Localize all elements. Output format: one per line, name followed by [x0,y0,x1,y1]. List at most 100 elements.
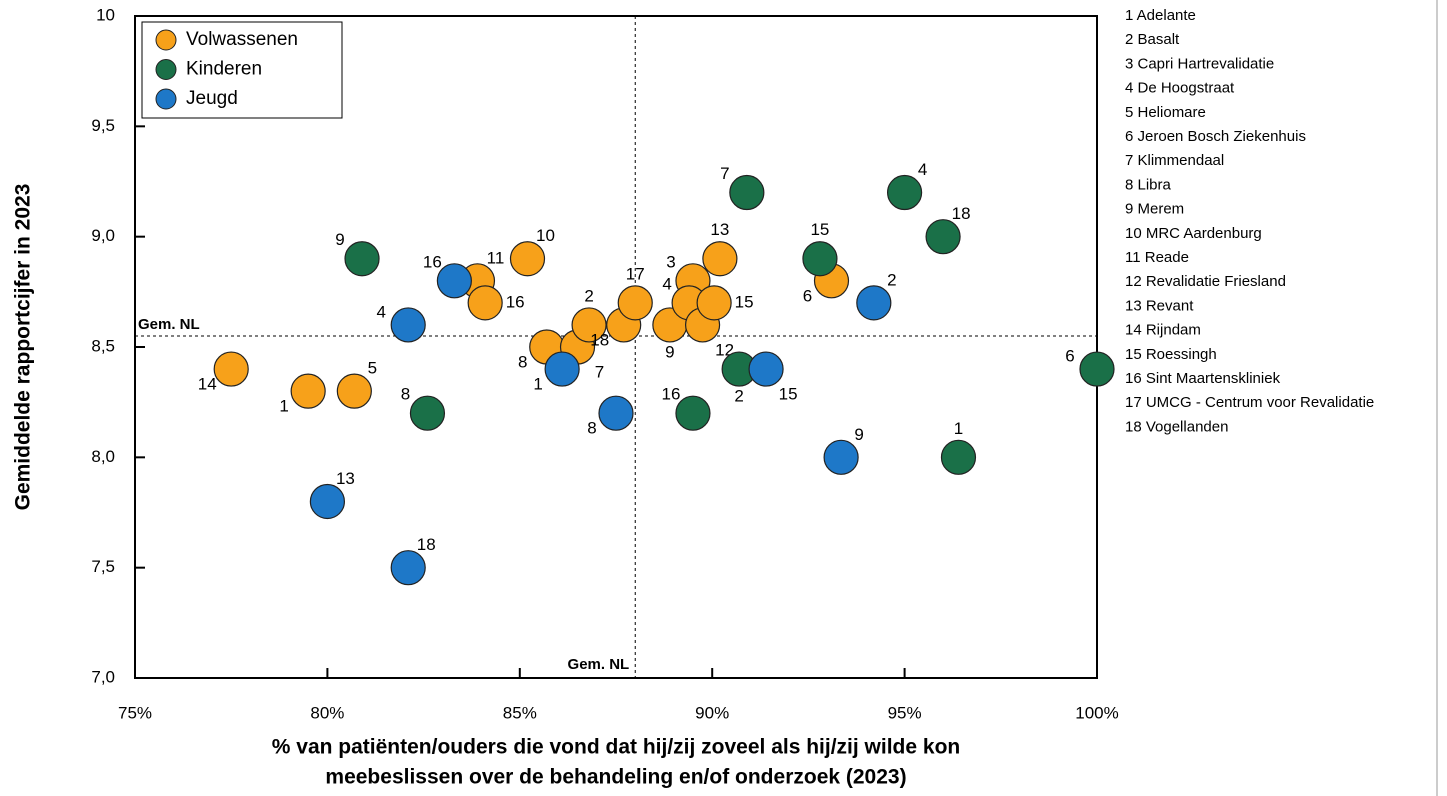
point-label: 5 [368,359,377,378]
name-entry: 5 Heliomare [1125,104,1206,121]
point [823,439,859,475]
point-label: 9 [335,230,344,249]
y-tick-label: 7,0 [91,667,115,686]
point-label: 9 [854,425,863,444]
legend-marker [155,88,177,110]
x-tick-label: 75% [118,703,152,722]
point [1079,351,1115,387]
point [856,285,892,321]
point-label: 15 [810,220,829,239]
point-label: 3 [666,252,675,271]
point [409,395,446,431]
x-tick-label: 80% [310,703,344,722]
point-label: 8 [401,385,410,404]
name-entry: 12 Revalidatie Friesland [1125,273,1286,290]
point-label: 15 [779,385,798,404]
point-label: 18 [417,535,436,554]
y-tick-label: 9,0 [91,226,115,245]
y-tick-label: 8,5 [91,336,115,355]
point [802,241,838,277]
point [702,241,738,277]
y-tick-label: 7,5 [91,557,115,576]
legend-marker [155,29,177,51]
point-label: 8 [587,419,596,438]
point-label: 4 [662,274,671,293]
name-entry: 18 Vogellanden [1125,418,1228,435]
point-label: 13 [710,220,729,239]
point-label: 18 [590,330,609,349]
legend-label: Kinderen [186,59,262,80]
y-tick-label: 9,5 [91,116,115,135]
point-label: 7 [720,164,729,183]
x-axis-label: % van patiënten/ouders die vond dat hij/… [272,736,960,759]
point-label: 4 [918,160,927,179]
point-label: 17 [626,264,645,283]
point-label: 6 [803,286,812,305]
name-entry: 4 De Hoogstraat [1125,80,1235,97]
point [748,351,784,387]
point-label: 1 [279,397,288,416]
name-entry: 8 Libra [1125,176,1172,193]
point [696,285,732,321]
point [213,351,249,387]
x-tick-label: 90% [695,703,729,722]
name-entry: 14 Rijndam [1125,322,1201,339]
point-label: 7 [595,362,604,381]
point-label: 16 [506,292,525,311]
point-label: 2 [887,270,896,289]
name-entry: 16 Sint Maartenskliniek [1125,370,1281,387]
point [344,241,380,277]
point [436,263,472,299]
point-label: 6 [1065,347,1074,366]
point [336,373,372,409]
point [544,351,580,387]
point [886,174,923,211]
x-tick-label: 100% [1075,703,1118,722]
point [290,373,326,409]
point [390,307,426,343]
point-label: 8 [518,352,527,371]
point-label: 1 [954,419,963,438]
legend-label: Jeugd [186,88,238,109]
reference-label: Gem. NL [138,316,200,333]
point [467,285,503,321]
point [729,174,765,211]
name-entry: 10 MRC Aardenburg [1125,225,1262,242]
name-entry: 1 Adelante [1125,7,1196,24]
point-label: 4 [376,302,385,321]
point [617,285,653,321]
point [509,241,546,277]
y-tick-label: 10 [96,5,115,24]
reference-label: Gem. NL [568,656,630,673]
y-axis-label: Gemiddelde rapportcijfer in 2023 [12,184,35,511]
name-entry: 7 Klimmendaal [1125,152,1224,169]
name-entry: 13 Revant [1125,297,1194,314]
name-entry: 17 UMCG - Centrum voor Revalidatie [1125,394,1374,411]
point [598,395,634,431]
point-label: 15 [735,292,754,311]
point-label: 10 [536,226,555,245]
point-label: 16 [423,252,442,271]
name-entry: 2 Basalt [1125,31,1180,48]
legend-label: Volwassenen [186,29,298,50]
point [309,483,345,520]
point-label: 14 [198,375,217,394]
point [940,439,977,475]
x-tick-label: 95% [888,703,922,722]
point-label: 1 [533,375,542,394]
name-entry: 15 Roessingh [1125,346,1217,363]
point-label: 2 [734,387,743,406]
point-label: 11 [487,248,505,267]
point [925,219,961,255]
name-entry: 6 Jeroen Bosch Ziekenhuis [1125,128,1306,145]
y-tick-label: 8,0 [91,447,115,466]
x-axis-label: meebeslissen over de behandeling en/of o… [325,766,906,789]
point-label: 18 [952,204,971,223]
x-tick-label: 85% [503,703,537,722]
point-label: 13 [336,469,355,488]
point [571,307,607,343]
point-label: 9 [665,342,674,361]
name-entry: 3 Capri Hartrevalidatie [1125,55,1274,72]
name-entry: 11 Reade [1125,249,1189,266]
